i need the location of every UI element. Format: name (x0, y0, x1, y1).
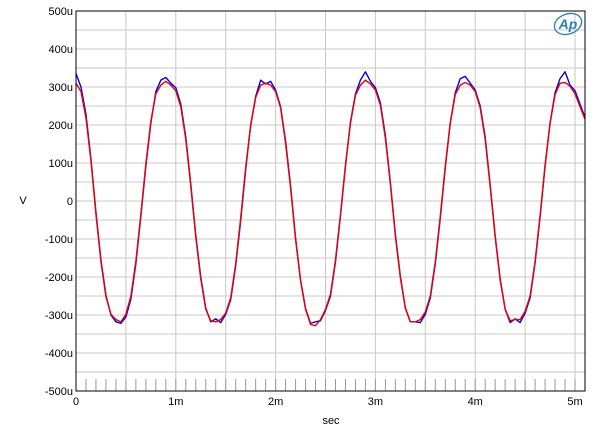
y-tick-label: 300u (49, 82, 73, 94)
ap-logo-ring (553, 12, 583, 36)
y-tick-label: 0 (67, 196, 73, 208)
x-axis-tick-labels: 0 1m 2m 3m 4m 5m (73, 396, 583, 408)
x-axis-label: sec (322, 415, 340, 427)
chart-grid (75, 10, 585, 392)
x-tick-label: 3m (368, 396, 383, 408)
ap-logo: Ap (553, 12, 583, 36)
y-tick-label: -300u (45, 310, 73, 322)
x-tick-label: 2m (268, 396, 283, 408)
y-tick-label: 400u (49, 44, 73, 56)
y-tick-label: 100u (49, 158, 73, 170)
x-tick-label: 4m (468, 396, 483, 408)
x-tick-label: 1m (168, 396, 183, 408)
y-axis-label: V (19, 195, 27, 207)
y-tick-label: -400u (45, 348, 73, 360)
series-group (75, 71, 586, 327)
y-tick-label: -500u (45, 386, 73, 398)
ap-logo-mark: Ap (558, 16, 578, 32)
y-tick-label: 500u (49, 6, 73, 18)
x-tick-label: 5m (567, 396, 582, 408)
y-tick-label: -200u (45, 272, 73, 284)
y-tick-label: -100u (45, 234, 73, 246)
y-tick-label: 200u (49, 120, 73, 132)
x-tick-label: 0 (73, 396, 79, 408)
series-line-2 (75, 79, 586, 327)
y-axis-tick-labels: 500u 400u 300u 200u 100u 0 -100u -200u -300u -400… (45, 6, 73, 398)
plot-frame (75, 10, 586, 392)
